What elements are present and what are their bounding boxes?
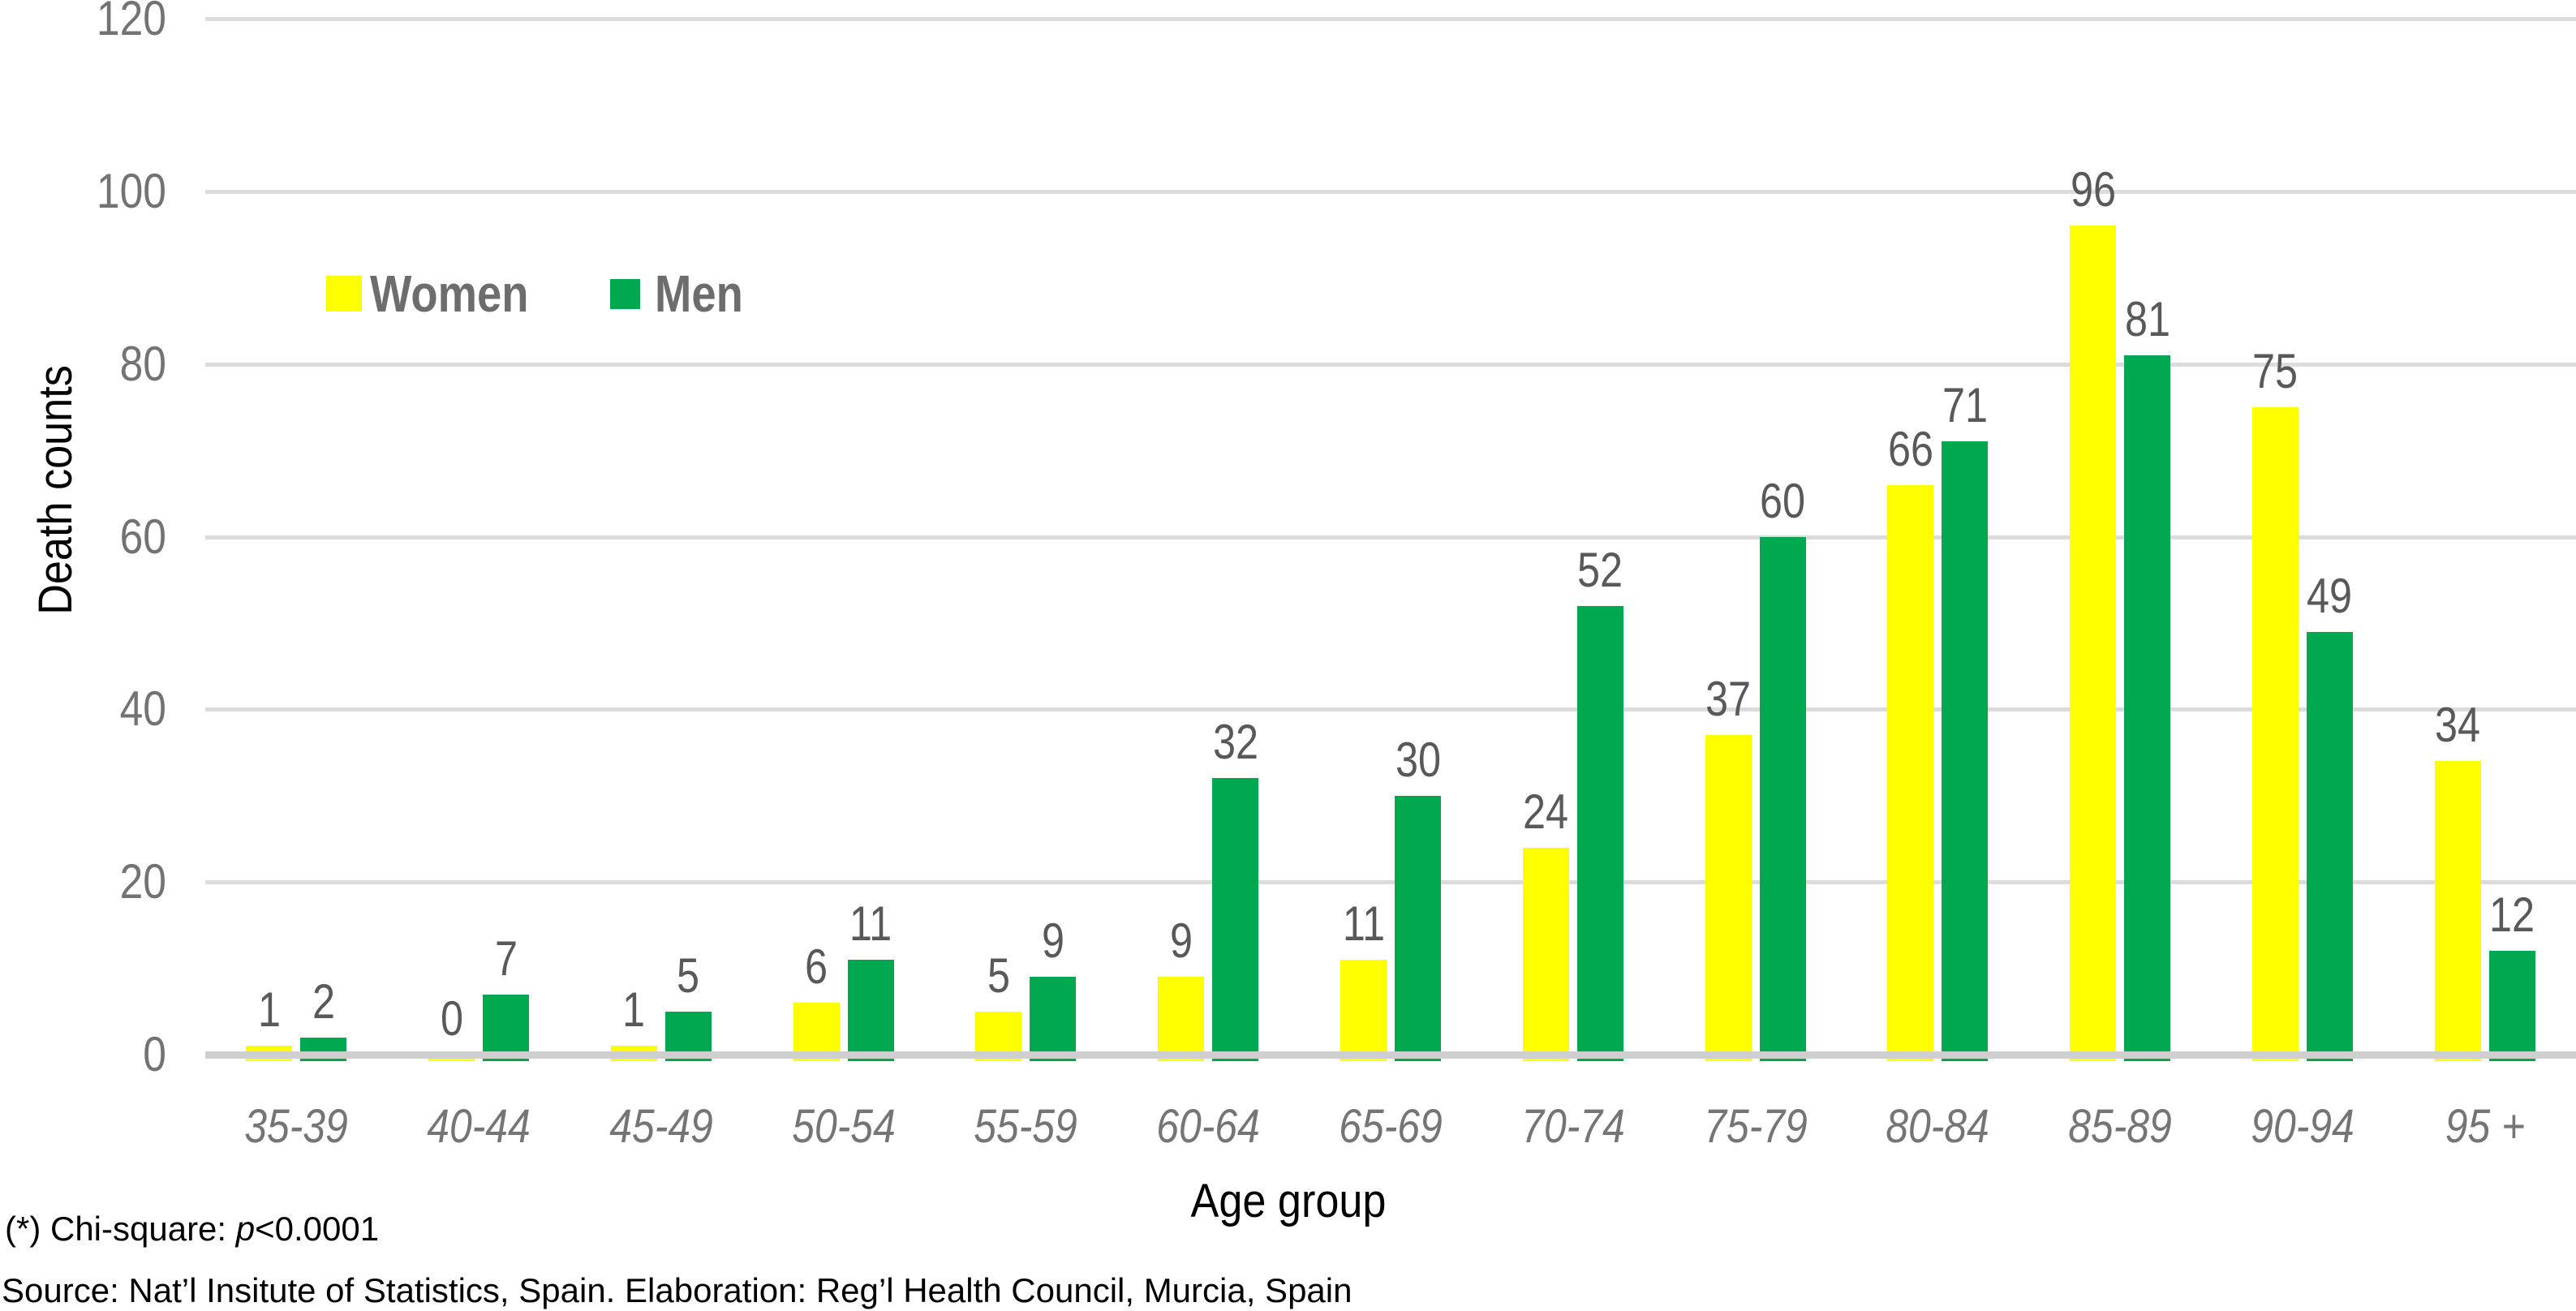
source-attribution: Source: Nat’l Insitute of Statistics, Sp… [2,1271,1353,1309]
bar-women-75-79 [1705,735,1752,1061]
men-color-swatch [609,278,640,309]
value-label-men-70-74: 52 [1577,542,1623,597]
bar-men-90-94 [2306,631,2353,1061]
value-label-women-60-64: 9 [1169,913,1193,969]
value-label-women-75-79: 37 [1705,672,1752,727]
x-tick-label: 65-69 [1339,1100,1443,1153]
gridline-120 [205,17,2576,21]
value-label-women-55-59: 5 [987,948,1010,1003]
value-label-women-45-49: 1 [622,982,646,1038]
bar-women-70-74 [1522,847,1569,1061]
legend-entry-men: Men [609,264,759,323]
value-label-men-40-44: 7 [494,931,518,986]
bar-women-80-84 [1887,484,1934,1061]
y-tick-label-60: 60 [119,509,166,564]
value-label-women-80-84: 66 [1887,421,1933,476]
y-axis-title: Death counts [29,365,82,615]
value-label-women-70-74: 24 [1523,784,1569,839]
x-axis-line [205,1051,2576,1059]
bar-men-40-44 [483,994,530,1061]
x-tick-label: 70-74 [1520,1100,1625,1153]
value-label-men-35-39: 2 [312,974,335,1029]
bar-women-95+ [2434,761,2481,1061]
y-tick-label-0: 0 [143,1027,166,1081]
legend-label-men: Men [654,264,743,323]
gridline-60 [205,535,2576,539]
bar-women-60-64 [1158,977,1205,1061]
chi-square-prefix: (*) Chi-square: [5,1210,236,1248]
x-axis-title: Age group [1190,1175,1386,1227]
value-label-men-65-69: 30 [1395,732,1441,787]
bar-men-95+ [2488,951,2535,1061]
x-tick-label: 35-39 [244,1100,349,1153]
value-label-women-90-94: 75 [2252,343,2299,398]
x-tick-label: 80-84 [1886,1100,1990,1153]
chi-square-footnote: (*) Chi-square: p<0.0001 [5,1212,379,1246]
value-label-men-45-49: 5 [677,948,700,1003]
x-tick-label: 75-79 [1703,1100,1808,1153]
chart-legend: Women Men [326,268,759,320]
value-label-men-95+: 12 [2489,888,2535,943]
x-tick-label: 45-49 [609,1100,713,1153]
bar-women-90-94 [2251,406,2299,1061]
bar-women-65-69 [1340,959,1387,1061]
x-tick-label: 85-89 [2068,1100,2172,1153]
value-label-men-55-59: 9 [1041,913,1064,969]
bar-men-70-74 [1576,605,1623,1061]
bar-men-65-69 [1395,795,1441,1061]
legend-entry-women: Women [326,268,557,320]
bar-men-50-54 [847,959,894,1061]
y-tick-label-120: 120 [96,0,166,45]
gridline-100 [205,189,2576,194]
bar-men-55-59 [1030,977,1077,1061]
x-tick-label: 55-59 [974,1100,1078,1153]
value-label-men-60-64: 32 [1212,715,1258,770]
gridline-80 [205,362,2576,367]
y-tick-label-80: 80 [119,336,166,391]
value-label-men-80-84: 71 [1942,378,1988,433]
value-label-women-95+: 34 [2435,698,2481,753]
gridline-20 [205,880,2576,885]
value-label-women-65-69: 11 [1342,896,1385,951]
y-tick-label-20: 20 [119,854,166,909]
chi-square-value: <0.0001 [255,1210,380,1248]
bar-women-85-89 [2070,226,2117,1061]
value-label-men-75-79: 60 [1759,473,1806,528]
value-label-men-50-54: 11 [849,896,892,951]
x-tick-label: 90-94 [2251,1100,2355,1153]
bar-men-80-84 [1942,441,1989,1061]
bar-men-85-89 [2124,355,2171,1061]
y-tick-label-100: 100 [96,163,166,218]
x-tick-label: 50-54 [791,1100,896,1153]
value-label-women-35-39: 1 [257,982,281,1038]
y-tick-label-40: 40 [119,681,166,737]
value-label-men-90-94: 49 [2307,568,2353,623]
x-tick-label: 95 + [2445,1100,2525,1153]
women-color-swatch [326,276,362,312]
legend-label-women: Women [370,264,529,323]
value-label-women-40-44: 0 [440,991,463,1046]
value-label-women-50-54: 6 [805,939,828,995]
bar-men-60-64 [1212,778,1259,1061]
x-tick-label: 60-64 [1156,1100,1261,1153]
bar-men-75-79 [1759,536,1806,1061]
value-label-men-85-89: 81 [2124,292,2170,347]
chi-square-p-symbol: p [235,1210,256,1248]
value-label-women-85-89: 96 [2070,162,2116,217]
x-tick-label: 40-44 [427,1100,531,1153]
gridline-40 [205,707,2576,712]
